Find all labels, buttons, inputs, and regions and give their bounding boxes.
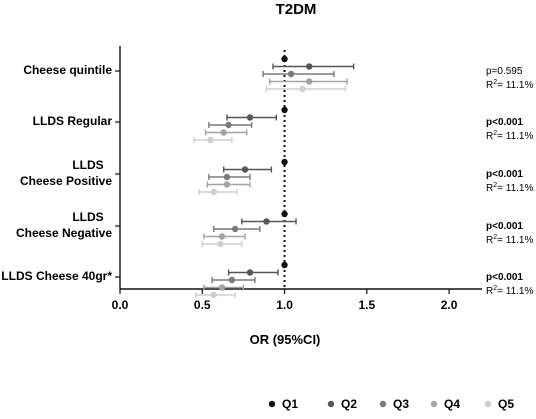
legend-marker-q1 [268,400,276,408]
p-value: p=0.595 [486,66,523,77]
category-label: Cheese quintile [23,63,112,77]
legend-marker-q5 [484,400,492,408]
r-squared: R2= 11.1% [486,182,533,194]
legend-label-q2: Q2 [341,397,357,411]
estimate-point [210,291,217,299]
x-tick-label: 0.5 [194,298,211,312]
estimate-point [231,225,239,233]
category-label: Cheese Negative [16,226,112,240]
x-tick-label: 1.5 [358,298,375,312]
estimate-point [218,284,226,291]
legend-label-q4: Q4 [444,397,460,411]
legend-label-q1: Q1 [282,397,298,411]
estimate-point [281,55,288,63]
estimate-point [281,158,288,166]
r-squared: R2= 11.1% [486,234,533,246]
category-label: LLDS Regular [33,114,113,128]
estimate-point [225,121,232,129]
estimate-point [299,85,306,93]
legend-label-q5: Q5 [498,397,514,411]
estimate-point [306,78,313,85]
estimate-point [228,276,236,284]
p-value: p<0.001 [486,221,523,232]
legend-marker-q2 [327,400,335,408]
chart-title: T2DM [276,1,317,18]
estimate-point [217,240,224,248]
legend-marker-q4 [430,400,438,408]
category-label: LLDS [72,210,103,224]
estimate-point [223,173,231,181]
x-axis-label: OR (95%CI) [250,332,321,347]
estimate-point [246,114,254,121]
estimate-point [210,188,217,196]
x-tick-label: 1.0 [276,298,293,312]
estimate-point [263,218,270,225]
estimate-point [218,233,226,240]
p-value: p<0.001 [486,272,523,283]
estimate-point [287,70,295,78]
legend-marker-q3 [379,400,387,408]
estimate-point [281,261,288,269]
r-squared: R2= 11.1% [486,130,533,142]
plot-area: 0.0 0.5 1.0 1.5 2.0 Cheese quintile p=0.595 R2=… [1,46,533,312]
category-label: Cheese Positive [20,174,112,188]
estimate-point [306,63,313,70]
legend-label-q3: Q3 [393,397,409,411]
estimate-point [207,136,214,144]
r-squared: R2= 11.1% [486,79,533,91]
r-squared: R2= 11.1% [486,285,533,297]
category-label: LLDS [72,158,103,172]
estimate-point [281,210,288,218]
x-tick-label: 0.0 [112,298,129,312]
estimate-point [281,106,288,114]
estimate-point [223,181,231,188]
p-value: p<0.001 [486,117,523,128]
legend: Q1 Q2 Q3 Q4 Q5 [268,397,514,411]
estimate-point [246,269,254,276]
estimate-point [220,129,227,136]
estimate-point [241,166,249,173]
category-label: LLDS Cheese 40gr* [1,269,112,283]
p-value: p<0.001 [486,169,523,180]
x-tick-label: 2.0 [441,298,458,312]
